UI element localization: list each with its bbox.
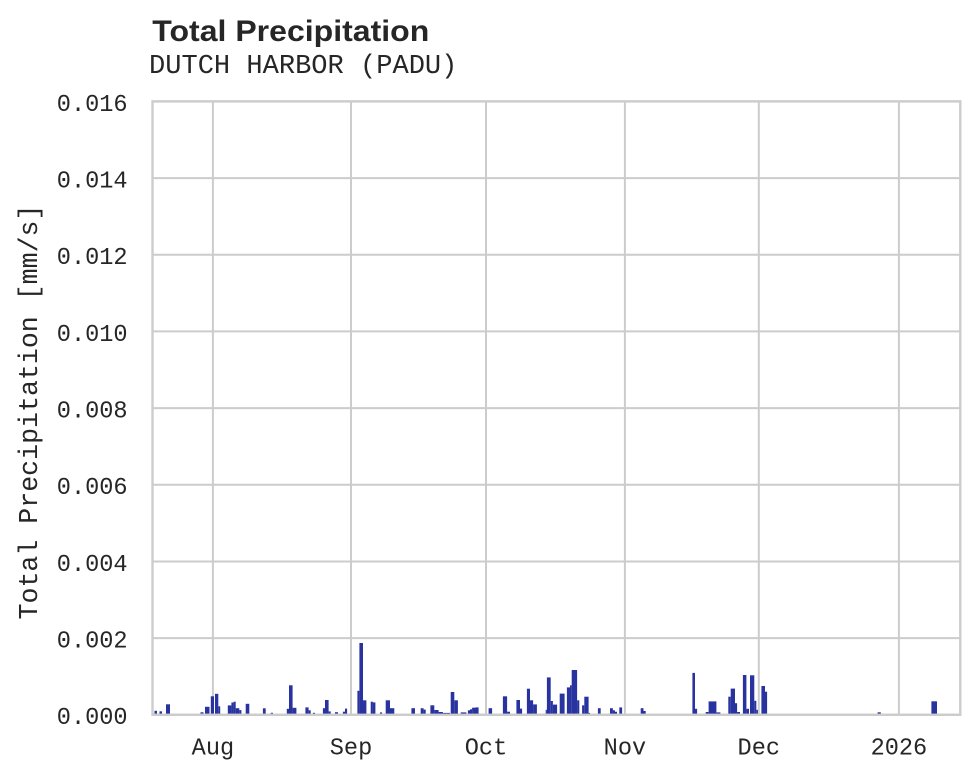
svg-text:0.010: 0.010 xyxy=(57,322,128,349)
svg-text:0.008: 0.008 xyxy=(57,399,128,426)
svg-text:Nov: Nov xyxy=(604,735,646,762)
svg-text:DUTCH HARBOR (PADU): DUTCH HARBOR (PADU) xyxy=(149,51,457,82)
svg-text:0.006: 0.006 xyxy=(57,475,128,502)
svg-text:0.004: 0.004 xyxy=(57,552,128,579)
svg-text:0.012: 0.012 xyxy=(57,245,128,272)
svg-text:Dec: Dec xyxy=(738,735,780,762)
svg-text:Total Precipitation [mm/s]: Total Precipitation [mm/s] xyxy=(15,205,45,620)
svg-text:0.000: 0.000 xyxy=(57,705,128,732)
svg-text:Oct: Oct xyxy=(465,735,507,762)
svg-text:0.016: 0.016 xyxy=(57,92,128,119)
svg-text:Aug: Aug xyxy=(192,735,234,762)
svg-text:2026: 2026 xyxy=(871,735,928,762)
svg-text:Total Precipitation: Total Precipitation xyxy=(152,15,429,48)
svg-text:0.014: 0.014 xyxy=(57,169,128,196)
svg-text:Sep: Sep xyxy=(330,735,372,762)
svg-text:0.002: 0.002 xyxy=(57,629,128,656)
